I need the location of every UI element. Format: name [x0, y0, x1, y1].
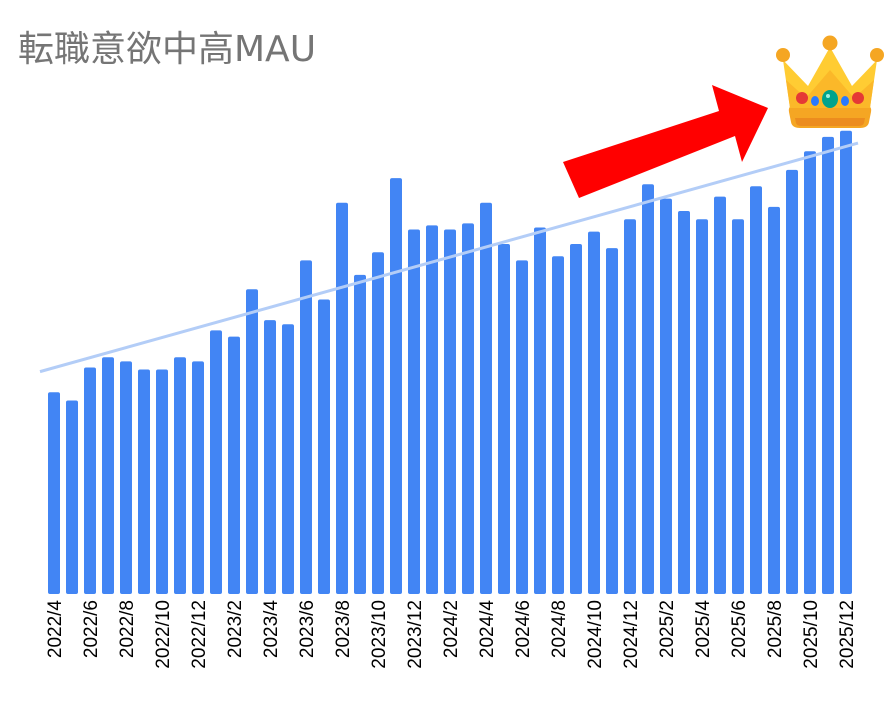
x-tick-label: 2022/8 — [117, 600, 138, 658]
x-tick-label: 2025/6 — [729, 600, 750, 658]
x-tick-label: 2023/6 — [297, 600, 318, 658]
bar-2025/12 — [840, 130, 852, 595]
bar-2023/12 — [408, 229, 420, 595]
x-tick-label: 2023/10 — [369, 600, 390, 669]
bar-2024/1 — [426, 225, 438, 594]
bar-2023/7 — [318, 299, 330, 594]
bar-2025/6 — [732, 219, 744, 594]
x-tick-label: 2022/4 — [45, 600, 66, 659]
x-tick-label: 2024/8 — [549, 600, 570, 658]
x-tick-label: 2024/12 — [621, 600, 642, 669]
bar-2024/6 — [516, 260, 528, 594]
x-tick-label: 2025/12 — [837, 600, 858, 669]
x-tick-label: 2022/10 — [153, 600, 174, 669]
x-tick-label: 2025/2 — [657, 600, 678, 658]
bar-2024/11 — [606, 248, 618, 594]
x-tick-label: 2024/10 — [585, 600, 606, 669]
bar-2025/10 — [804, 151, 816, 594]
x-tick-label: 2024/4 — [477, 600, 498, 659]
bar-2023/2 — [228, 336, 240, 594]
bar-2022/11 — [174, 357, 186, 594]
x-tick-label: 2023/2 — [225, 600, 246, 658]
x-tick-label: 2024/6 — [513, 600, 534, 658]
bar-2025/1 — [642, 184, 654, 594]
bar-2024/2 — [444, 229, 456, 595]
bar-2024/8 — [552, 256, 564, 594]
red-arrow — [563, 85, 768, 198]
bar-2023/1 — [210, 330, 222, 594]
bar-2023/10 — [372, 252, 384, 594]
x-tick-label: 2024/2 — [441, 600, 462, 658]
x-tick-label: 2025/8 — [765, 600, 786, 658]
bar-2025/8 — [768, 206, 780, 594]
bar-2023/5 — [282, 324, 294, 594]
bar-2024/5 — [498, 243, 510, 595]
bar-2025/7 — [750, 186, 762, 595]
bar-2022/7 — [102, 357, 114, 594]
x-tick-label: 2022/6 — [81, 600, 102, 658]
trendline — [39, 141, 859, 374]
bar-2023/6 — [300, 260, 312, 594]
bar-2025/2 — [660, 198, 672, 594]
bar-2023/4 — [264, 320, 276, 594]
bar-2022/9 — [138, 369, 150, 594]
bar-2025/4 — [696, 219, 708, 594]
x-tick-label: 2025/4 — [693, 600, 714, 659]
bar-2023/3 — [246, 289, 258, 594]
chart-title: 転職意欲中高MAU — [18, 29, 317, 70]
x-tick-label: 2023/12 — [405, 600, 426, 669]
bar-2024/7 — [534, 227, 546, 594]
bar-2022/8 — [120, 361, 132, 594]
bar-2022/4 — [48, 392, 60, 594]
bar-2024/10 — [588, 231, 600, 594]
bar-2024/4 — [480, 202, 492, 595]
bar-2023/8 — [336, 202, 348, 595]
bar-2022/6 — [84, 367, 96, 594]
bar-2025/5 — [714, 196, 726, 594]
bars-group — [48, 130, 852, 595]
bar-2024/9 — [570, 243, 582, 595]
x-tick-label: 2025/10 — [801, 600, 822, 669]
bar-2022/10 — [156, 369, 168, 594]
bar-2022/5 — [66, 400, 78, 594]
bar-2023/11 — [390, 178, 402, 594]
x-tick-label: 2023/4 — [261, 600, 282, 659]
bar-2023/9 — [354, 274, 366, 594]
bar-2025/11 — [822, 136, 834, 594]
crown-icon — [776, 35, 884, 128]
bar-2022/12 — [192, 361, 204, 594]
x-axis-ticks: 2022/4 2022/6 2022/8 2022/10 2022/12 2023/2 20… — [45, 600, 858, 669]
bar-2025/3 — [678, 211, 690, 594]
x-tick-label: 2022/12 — [189, 600, 210, 669]
bar-2024/12 — [624, 219, 636, 594]
x-tick-label: 2023/8 — [333, 600, 354, 658]
bar-2025/9 — [786, 169, 798, 594]
bar-2024/3 — [462, 223, 474, 594]
